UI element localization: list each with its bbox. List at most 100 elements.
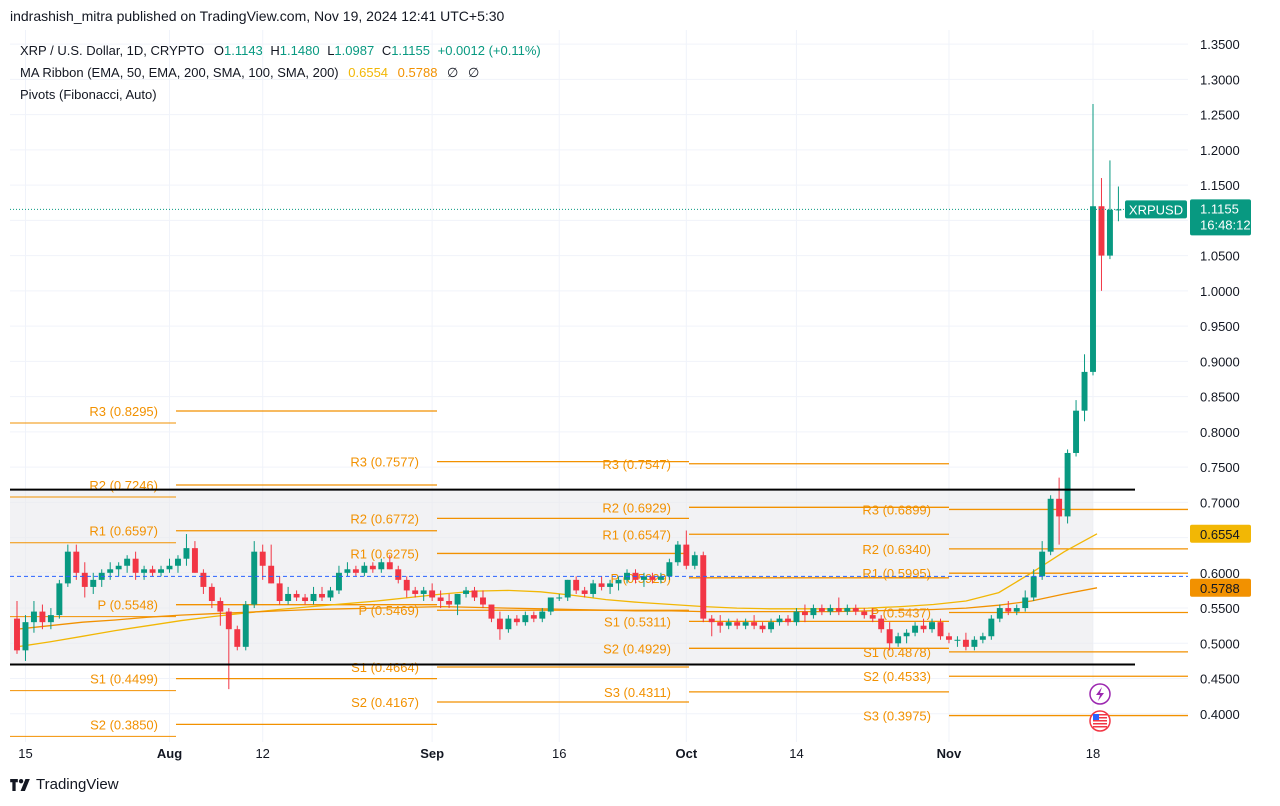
candle (785, 615, 791, 626)
candle (768, 618, 775, 633)
candle-body (564, 579, 571, 598)
pivot-label: P (0.5548) (98, 598, 158, 613)
ma-line (16, 533, 1098, 648)
price-chart[interactable]: R3 (0.8295) R2 (0.7246) R1 (0.6597) P (0.55… (0, 30, 1280, 766)
candle-body (801, 611, 808, 616)
candle-body (488, 604, 495, 619)
ma-price-tag (1190, 524, 1251, 543)
candle (73, 544, 80, 580)
pivots-name: Pivots (Fibonacci, Auto) (20, 87, 157, 102)
candle-body (742, 622, 749, 626)
event-icons[interactable] (1089, 683, 1111, 732)
candle (564, 579, 571, 602)
candle (64, 544, 71, 587)
candle (1073, 400, 1080, 457)
symbol-name: XRP / U.S. Dollar, 1D, CRYPTO (20, 43, 205, 58)
candle-body (412, 590, 419, 594)
candle (149, 565, 156, 577)
candle (598, 576, 605, 591)
candle-body (268, 565, 275, 584)
candle-body (403, 579, 410, 591)
candle-body (903, 632, 910, 637)
candle-body (674, 544, 681, 563)
candle-body (115, 565, 122, 570)
candle-body (513, 618, 520, 623)
candle-body (818, 608, 825, 612)
candle (852, 604, 859, 616)
footer[interactable]: TradingView (10, 776, 119, 793)
candle-body (217, 601, 224, 612)
candle (191, 541, 198, 573)
candle (1013, 604, 1020, 616)
candle-body (912, 625, 919, 633)
candle-body (878, 618, 885, 630)
candle (683, 530, 690, 570)
candle-body (1081, 371, 1088, 411)
candle (141, 565, 148, 580)
pivot-label: R1 (0.6275) (350, 546, 419, 561)
symbol-tag-label: XRPUSD (1129, 202, 1183, 217)
tradingview-logo-icon (10, 778, 30, 791)
candle-body (827, 608, 834, 612)
lightning-icon[interactable] (1089, 683, 1111, 705)
candle (691, 551, 698, 570)
candle-body (64, 551, 71, 584)
price-axis[interactable]: 1.35001.30001.25001.20001.15001.10001.05… (1200, 37, 1240, 722)
candle-body (183, 548, 190, 559)
time-tick-label: Nov (937, 746, 962, 761)
candle-body (378, 562, 385, 570)
candle (717, 615, 724, 633)
candle (903, 629, 910, 644)
candle (56, 579, 63, 619)
candle-body (1013, 608, 1020, 612)
candle-body (175, 558, 181, 566)
candle-body (437, 597, 444, 602)
candle (649, 572, 656, 584)
candle (242, 601, 249, 651)
candle (522, 611, 529, 626)
candle-body (1039, 551, 1046, 577)
time-tick-label: 14 (789, 746, 803, 761)
candle (1090, 104, 1096, 376)
key-levels (10, 208, 1188, 666)
candle-body (14, 618, 20, 651)
candle-body (276, 583, 283, 602)
candle-body (429, 590, 436, 598)
brand-name: TradingView (36, 776, 119, 793)
candle-body (598, 583, 605, 587)
candle-body (1098, 206, 1105, 256)
pivot-label: S1 (0.5311) (604, 614, 671, 629)
candle (234, 625, 241, 651)
candle (378, 558, 385, 573)
pivot-label: R2 (0.7246) (89, 478, 158, 493)
time-axis[interactable]: 15 Aug 12 Sep 16 Oct 14 Nov 18 (18, 746, 1100, 761)
candle (276, 576, 283, 605)
candle (861, 608, 868, 619)
candle-body (454, 593, 461, 605)
candle-body (886, 629, 893, 644)
us-flag-icon[interactable] (1089, 710, 1111, 732)
candle-body (1090, 206, 1096, 372)
candle-body (30, 611, 37, 623)
ma-ribbon-row[interactable]: MA Ribbon (EMA, 50, EMA, 200, SMA, 100, … (20, 62, 541, 84)
candle-body (73, 551, 80, 573)
candle (175, 555, 181, 573)
symbol-row[interactable]: XRP / U.S. Dollar, 1D, CRYPTO O1.1143 H1… (20, 40, 541, 62)
close-label: C (381, 43, 392, 58)
candle-body (480, 597, 486, 605)
pivots-row[interactable]: Pivots (Fibonacci, Auto) (20, 84, 541, 106)
candle (590, 579, 597, 598)
candle-body (310, 593, 317, 602)
candle-body (768, 622, 775, 630)
candle-body (446, 601, 453, 605)
time-tick-label: 18 (1086, 746, 1100, 761)
candle-body (1022, 597, 1029, 609)
price-tick-label: 0.9000 (1200, 354, 1240, 369)
candle (107, 562, 114, 580)
candle-body (530, 615, 537, 619)
candle-body (124, 558, 131, 566)
candle-body (90, 579, 97, 587)
price-tick-label: 0.9500 (1200, 319, 1240, 334)
candle (810, 604, 817, 619)
candle-body (1115, 209, 1122, 211)
